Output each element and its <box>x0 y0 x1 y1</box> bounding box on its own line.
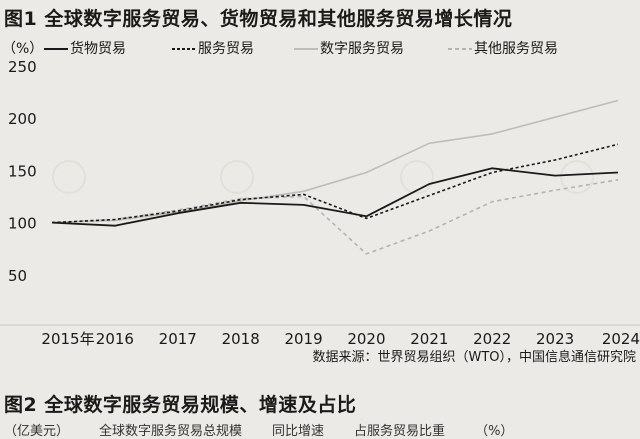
y-unit-label: （%） <box>2 41 44 57</box>
x-tick-label: 2024 <box>602 330 640 348</box>
legend-digital: 数字服务贸易 <box>294 38 404 58</box>
watermark-icon <box>52 160 86 194</box>
y-tick-label: 100 <box>8 215 37 233</box>
figure2-legend-growth: 同比增速 <box>272 424 325 439</box>
line-chart: 50 100 150 200 250 2015年 2016 2017 2018 2019 2020 2… <box>0 58 640 348</box>
source-note: 数据来源：世界贸易组织（WTO），中国信息通信研究院 <box>312 350 636 365</box>
y-tick-label: 200 <box>8 110 37 128</box>
x-tick-label: 2017 <box>159 330 197 348</box>
figure1-title: 图1 全球数字服务贸易、货物贸易和其他服务贸易增长情况 <box>4 8 513 30</box>
figure2-legend-total: 全球数字服务贸易总规模 <box>99 424 243 439</box>
x-tick-label: 2023 <box>536 330 574 348</box>
x-tick-label: 2019 <box>284 330 322 348</box>
legend-services-label: 服务贸易 <box>198 41 254 57</box>
figure2-legend: （亿美元） 全球数字服务贸易总规模 同比增速 占服务贸易比重 （%） <box>4 420 543 439</box>
legend-other-label: 其他服务贸易 <box>474 41 558 57</box>
y-tick-label: 50 <box>8 267 27 285</box>
series-line-3 <box>51 99 619 224</box>
figure2-legend-share: 占服务贸易比重 <box>354 424 446 439</box>
legend-goods-swatch <box>44 48 68 50</box>
legend-services: 服务贸易 <box>172 38 254 58</box>
figure2-legend-unit: （亿美元） <box>4 424 70 439</box>
legend-digital-swatch <box>294 48 318 50</box>
legend-services-swatch <box>172 48 196 50</box>
legend-other-swatch <box>448 48 472 50</box>
x-tick-label: 2018 <box>222 330 260 348</box>
y-tick-label: 150 <box>8 162 37 180</box>
x-tick-label: 2020 <box>347 330 385 348</box>
y-tick-label: 250 <box>8 58 37 76</box>
series-line-4 <box>51 179 619 255</box>
watermark-icon <box>400 160 434 194</box>
legend-goods: 货物贸易 <box>44 38 126 58</box>
figure2-title: 图2 全球数字服务贸易规模、增速及占比 <box>4 394 357 416</box>
series-line-2 <box>51 143 619 224</box>
legend-digital-label: 数字服务贸易 <box>320 41 404 57</box>
x-tick-label: 2015年 <box>41 330 94 348</box>
x-tick-label: 2022 <box>473 330 511 348</box>
watermark-icon <box>560 160 594 194</box>
series-line-1 <box>51 167 619 227</box>
x-tick-label: 2021 <box>410 330 448 348</box>
watermark-icon <box>220 160 254 194</box>
figure2-legend-unit-pct: （%） <box>475 424 514 439</box>
legend-other: 其他服务贸易 <box>448 38 558 58</box>
legend-goods-label: 货物贸易 <box>70 41 126 57</box>
x-tick-label: 2016 <box>96 330 134 348</box>
